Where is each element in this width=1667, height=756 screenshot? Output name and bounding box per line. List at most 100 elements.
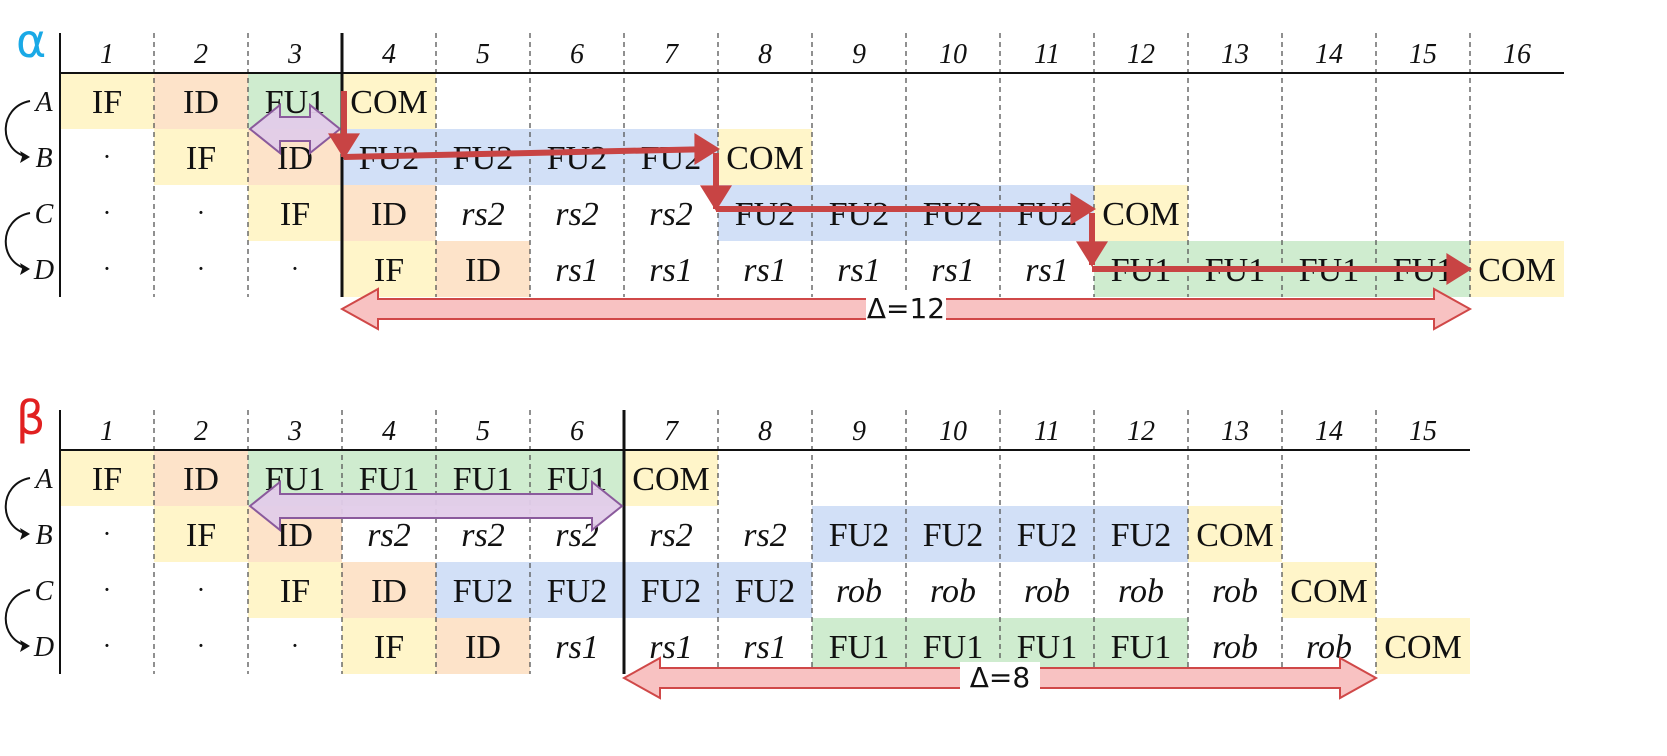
cell-bg [906,185,1000,241]
cell-bg [342,241,436,297]
table-symbol: β [16,391,45,445]
pipeline-cell: FU2 [641,140,701,177]
pipeline-cell: FU1 [923,629,983,666]
column-number: 13 [1221,39,1249,70]
dependency-arrow [4,212,31,270]
pipeline-cell: rs1 [837,252,880,289]
pipeline-cell: IF [186,517,216,554]
pipeline-cell: ID [465,629,501,666]
cell-bg [1094,185,1188,241]
pipeline-cell: · [291,254,300,283]
bypass-arrow [248,102,342,156]
dependency-arrowhead [20,151,30,163]
pipeline-cell: FU2 [1017,196,1077,233]
critical-path-arrow [343,146,715,160]
column-number: 11 [1034,416,1060,447]
cell-bg [436,241,530,297]
dependency-arrow [4,477,31,535]
column-number: 6 [570,39,584,70]
column-number: 10 [939,416,967,447]
cell-bg [342,562,436,618]
pipeline-cell: rs2 [649,196,692,233]
dependency-arrow [4,100,31,158]
pipeline-cell: rob [836,573,882,610]
pipeline-cell: COM [1290,573,1367,610]
pipeline-cell: rs2 [461,517,504,554]
cell-bg [154,450,248,506]
pipeline-cell: FU1 [1111,629,1171,666]
pipeline-cell: ID [183,84,219,121]
row-label: C [35,199,54,230]
cell-bg [906,506,1000,562]
cell-bg [154,129,248,185]
cell-bg [342,618,436,674]
pipeline-cell: rs2 [743,517,786,554]
pipeline-cell: ID [371,573,407,610]
pipeline-cell: COM [726,140,803,177]
pipeline-cell: IF [374,629,404,666]
pipeline-cell: FU2 [1111,517,1171,554]
cell-bg [530,562,624,618]
cell-bg [60,73,154,129]
pipeline-cell: · [103,575,112,604]
column-number: 11 [1034,39,1060,70]
pipeline-cell: · [103,254,112,283]
column-number: 14 [1315,416,1343,447]
cell-bg [154,506,248,562]
pipeline-cell: ID [277,517,313,554]
pipeline-cell: FU2 [829,196,889,233]
pipeline-cell: COM [1102,196,1179,233]
pipeline-cell: rs2 [649,517,692,554]
bypass-arrow [248,479,624,533]
pipeline-cell: COM [632,461,709,498]
pipeline-cell: IF [92,84,122,121]
pipeline-cell: ID [277,140,313,177]
critical-path-arrowhead [700,185,732,211]
column-number: 8 [758,416,772,447]
column-number: 5 [476,416,490,447]
pipeline-cell: FU2 [1017,517,1077,554]
pipeline-cell: · [103,631,112,660]
pipeline-cell: · [197,631,206,660]
pipeline-cell: COM [350,84,427,121]
cell-bg [624,562,718,618]
cell-bg [248,562,342,618]
pipeline-cell: FU1 [829,629,889,666]
row-label: A [33,87,53,118]
critical-path-arrowhead [1070,193,1096,225]
column-number: 3 [287,39,302,70]
row-label: B [35,520,52,551]
pipeline-cell: rs1 [931,252,974,289]
pipeline-cell: rs1 [743,252,786,289]
pipeline-cell: · [197,254,206,283]
row-label: A [33,464,53,495]
cell-bg [436,562,530,618]
column-number: 1 [100,39,114,70]
pipeline-cell: FU2 [641,573,701,610]
column-number: 2 [194,39,208,70]
pipeline-cell: · [103,198,112,227]
pipeline-cell: COM [1478,252,1555,289]
column-number: 6 [570,416,584,447]
column-number: 4 [382,39,396,70]
pipeline-cell: FU2 [547,573,607,610]
cell-bg [1000,506,1094,562]
pipeline-cell: rs1 [743,629,786,666]
critical-path-arrowhead [1076,241,1108,267]
pipeline-cell: rs2 [461,196,504,233]
cell-bg [812,618,906,674]
column-number: 7 [664,39,679,70]
column-number: 12 [1127,39,1155,70]
cell-bg [718,562,812,618]
column-number: 15 [1409,39,1437,70]
column-number: 7 [664,416,679,447]
column-number: 3 [287,416,302,447]
pipeline-cell: FU2 [453,140,513,177]
column-number: 10 [939,39,967,70]
cell-bg [812,185,906,241]
column-number: 13 [1221,416,1249,447]
pipeline-cell: rob [1212,629,1258,666]
